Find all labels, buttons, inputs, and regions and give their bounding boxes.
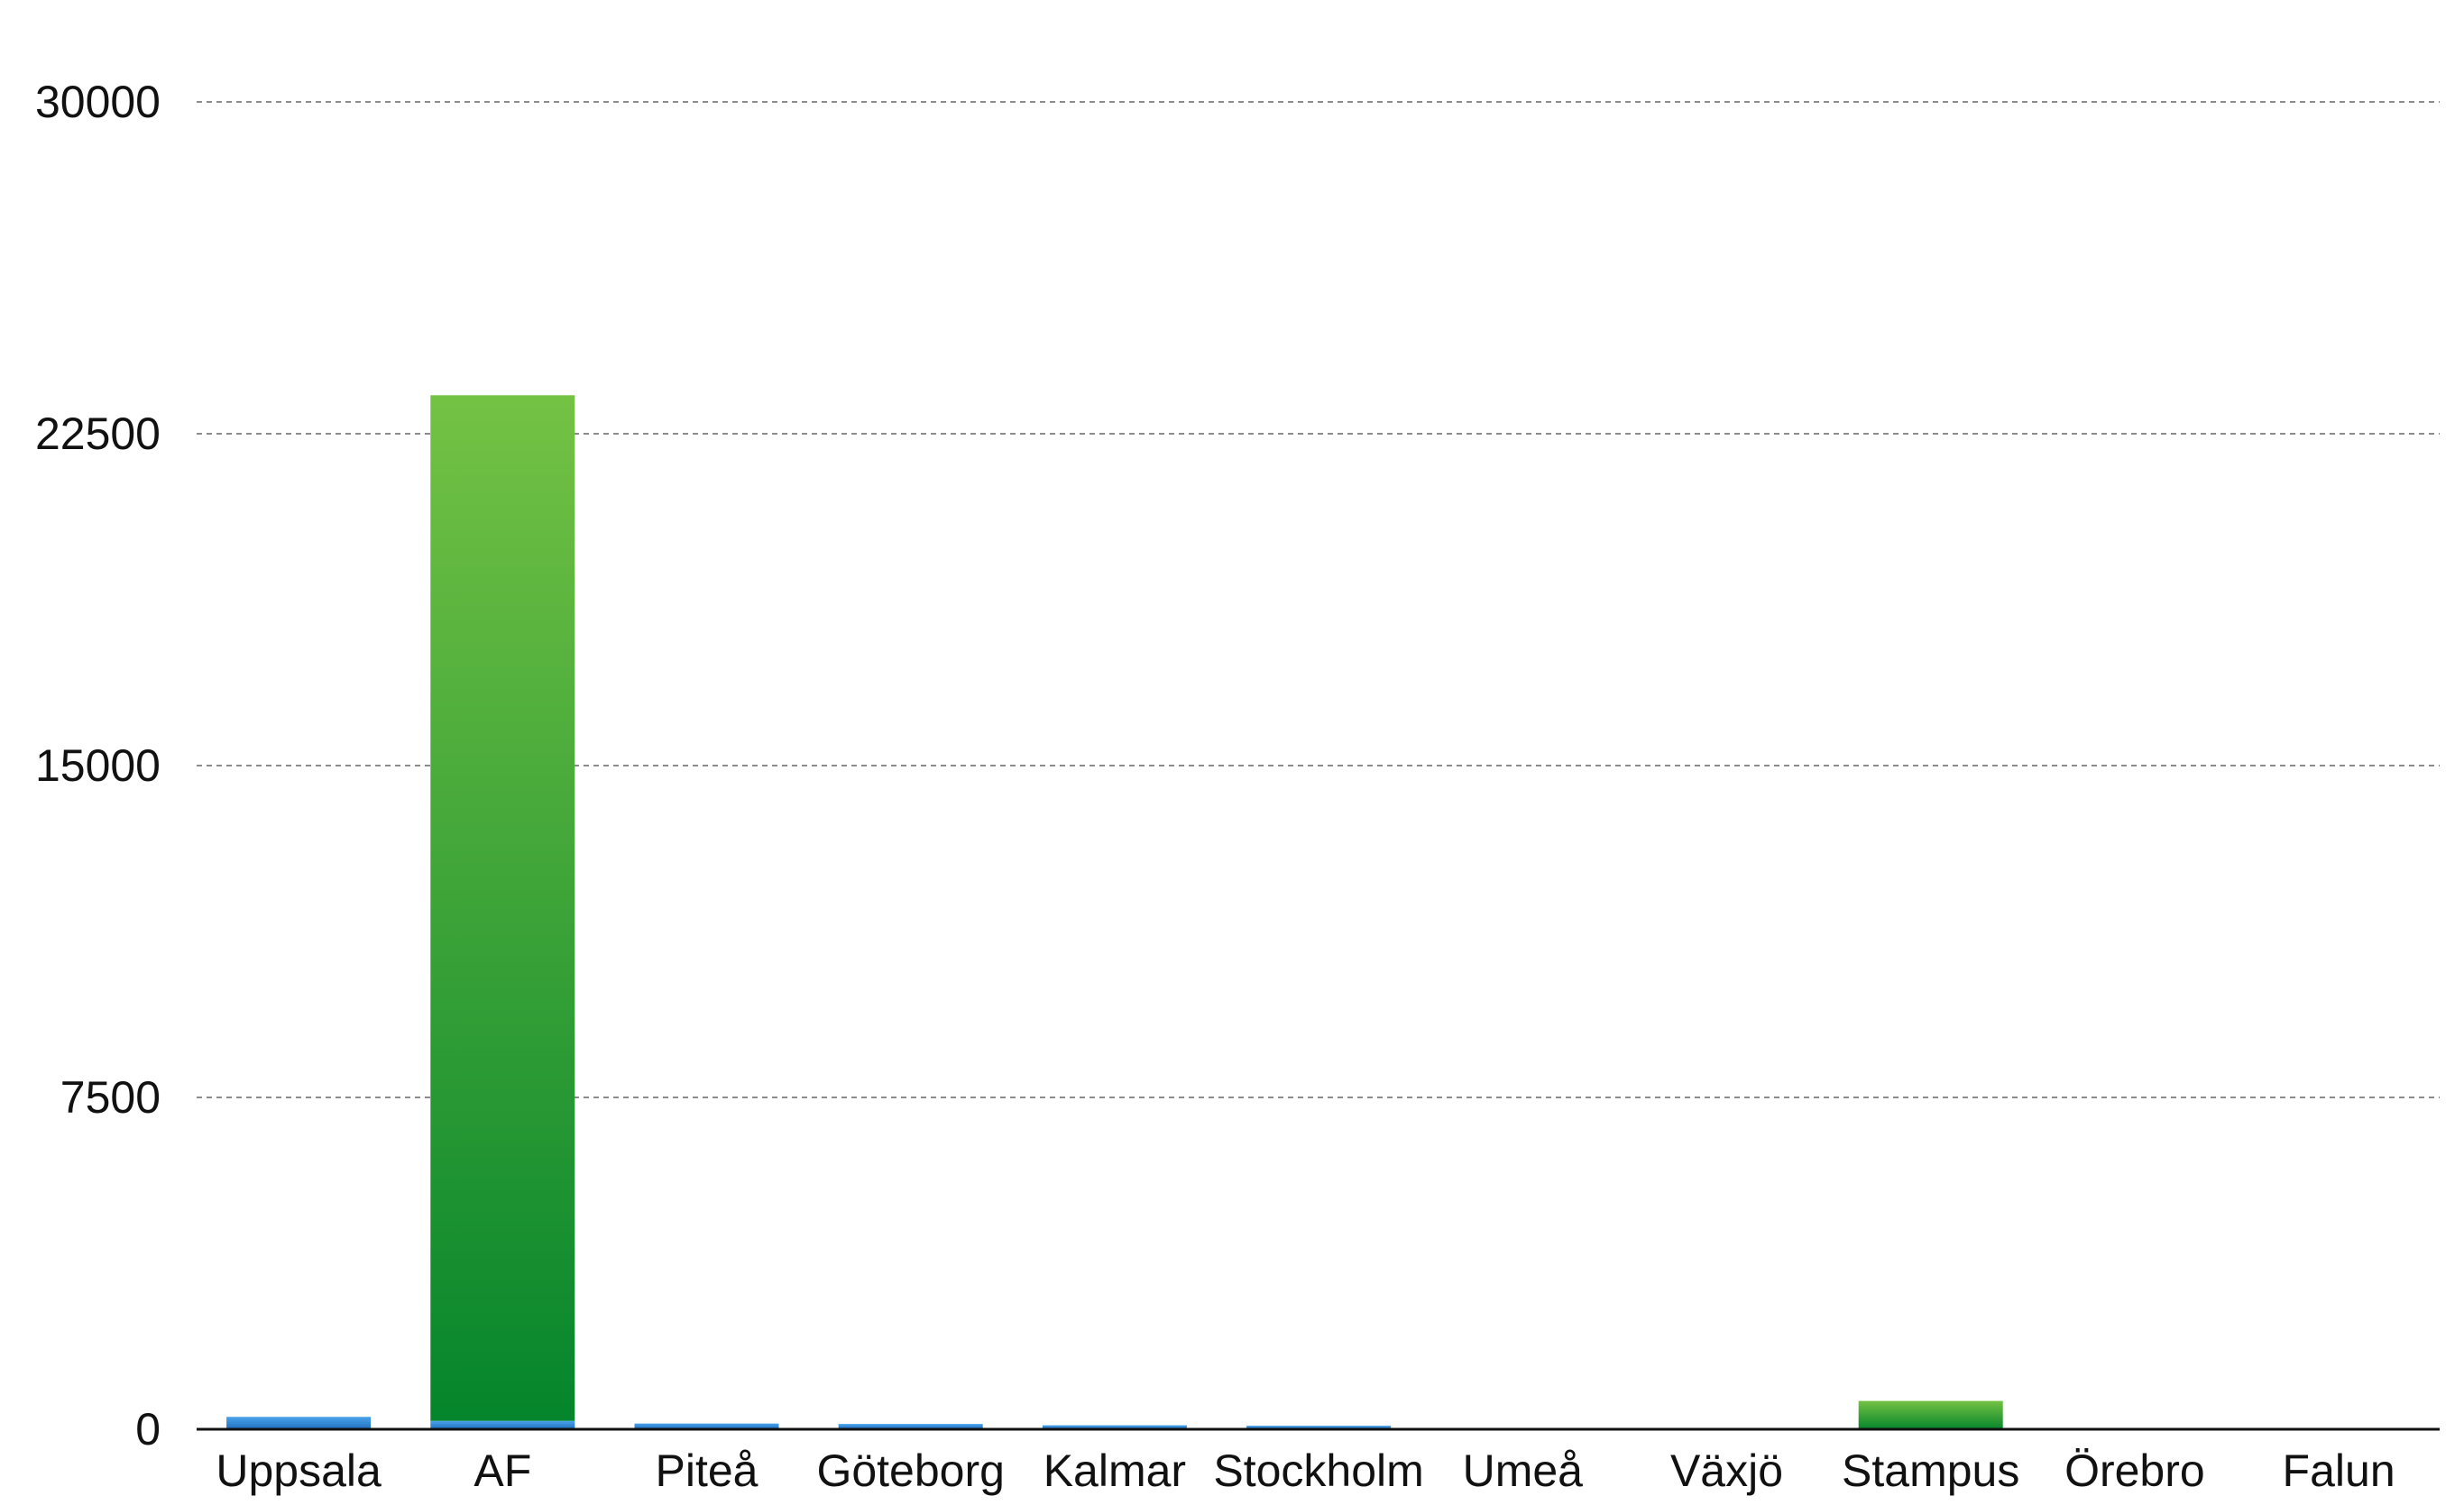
bar-segment <box>430 395 575 1421</box>
bar-segment <box>430 1420 575 1429</box>
x-category-label: Stampus <box>1842 1445 2019 1496</box>
x-category-label: Piteå <box>656 1445 759 1496</box>
bar-segment <box>1042 1425 1187 1429</box>
x-axis-category-labels: Uppsala AF Piteå Göteborg Kalmar Stockholm Ume… <box>216 1445 2395 1496</box>
bars <box>226 395 2003 1429</box>
x-category-label: Göteborg <box>816 1445 1004 1496</box>
bar-segment <box>1858 1400 2003 1429</box>
x-category-label: Umeå <box>1463 1445 1584 1496</box>
x-category-label: Falun <box>2283 1445 2395 1496</box>
x-category-label: Växjö <box>1670 1445 1783 1496</box>
y-tick-label: 7500 <box>60 1072 161 1123</box>
y-tick-label: 22500 <box>35 408 161 459</box>
x-category-label: Uppsala <box>216 1445 382 1496</box>
x-category-label: Örebro <box>2064 1445 2205 1496</box>
x-category-label: AF <box>473 1445 531 1496</box>
y-axis-tick-labels: 0 7500 15000 22500 30000 <box>35 77 161 1455</box>
y-tick-label: 15000 <box>35 740 161 791</box>
bar-segment <box>1246 1426 1392 1429</box>
bar-segment <box>226 1417 372 1429</box>
bar-segment <box>838 1424 983 1429</box>
x-category-label: Kalmar <box>1044 1445 1186 1496</box>
y-tick-label: 30000 <box>35 77 161 127</box>
bar-segment <box>634 1423 779 1429</box>
gridlines <box>197 101 2440 1098</box>
y-tick-label: 0 <box>135 1404 161 1455</box>
x-category-label: Stockholm <box>1213 1445 1423 1496</box>
